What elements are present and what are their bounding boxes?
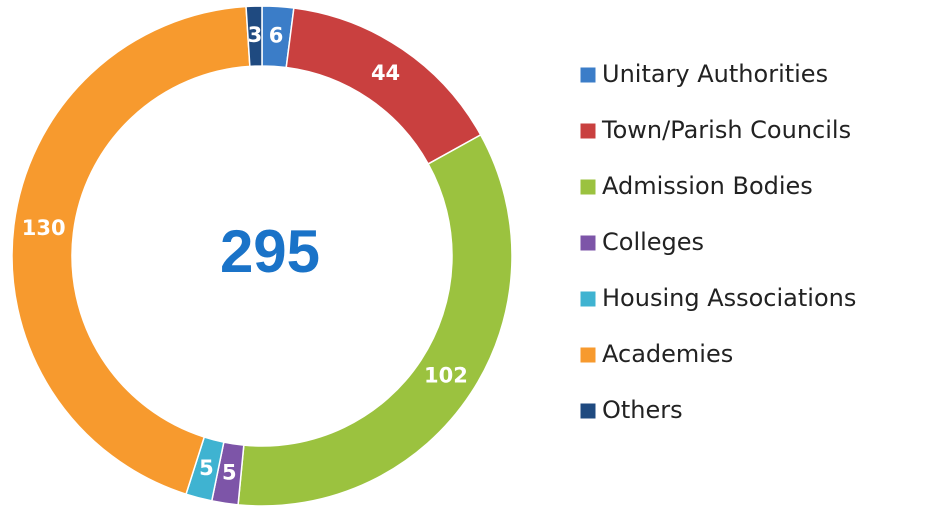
data-label: 3 [248, 23, 263, 47]
legend-swatch [579, 178, 597, 196]
donut-slice [245, 5, 263, 68]
donut-slice [11, 5, 251, 496]
legend-label: Others [602, 396, 683, 424]
data-label: 44 [371, 61, 400, 85]
legend-swatch [579, 290, 597, 308]
legend-swatch [579, 122, 597, 140]
legend-label: Town/Parish Councils [601, 116, 851, 144]
legend-label: Colleges [602, 228, 704, 256]
legend-label: Housing Associations [602, 284, 856, 312]
data-label: 5 [199, 456, 214, 480]
data-label: 6 [269, 23, 284, 47]
legend-label: Admission Bodies [602, 172, 813, 200]
legend-label: Unitary Authorities [602, 60, 828, 88]
legend-swatch [579, 402, 597, 420]
data-label: 5 [222, 461, 237, 485]
legend-swatch [579, 346, 597, 364]
center-total: 295 [220, 218, 320, 285]
donut-slice [237, 133, 513, 507]
data-label: 102 [424, 364, 468, 388]
legend-swatch [579, 66, 597, 84]
legend-swatch [579, 234, 597, 252]
data-label: 130 [22, 216, 66, 240]
legend-label: Academies [602, 340, 733, 368]
donut-slice [285, 7, 482, 165]
